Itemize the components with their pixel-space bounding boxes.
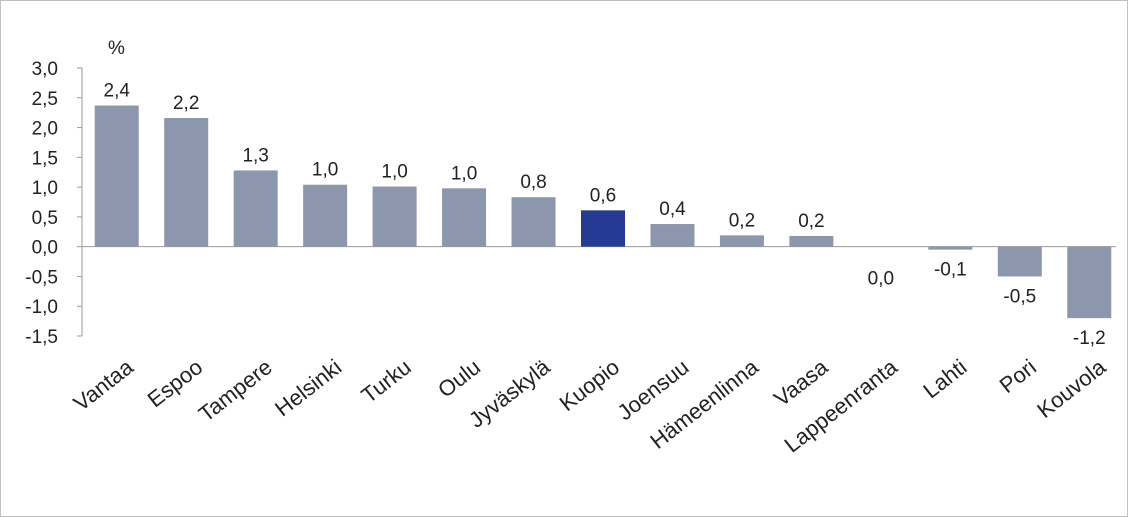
data-label: -1,2	[1073, 328, 1106, 349]
bar	[789, 235, 834, 247]
y-tick-label: -0,5	[25, 267, 58, 288]
data-label: 2,2	[173, 93, 199, 114]
bar	[94, 105, 139, 247]
data-label: 0,2	[798, 211, 824, 232]
category-label: Vantaa	[69, 354, 139, 416]
bar	[928, 246, 973, 250]
category-label: Pori	[995, 354, 1041, 398]
y-unit-label: %	[108, 38, 125, 59]
bar	[581, 210, 625, 247]
category-label: Lahti	[918, 354, 971, 403]
data-label: 2,4	[104, 81, 131, 102]
data-label: 0,0	[868, 269, 894, 290]
y-tick-label: -1,0	[25, 297, 58, 318]
data-label: 1,0	[312, 160, 338, 181]
bar	[164, 118, 209, 247]
bar	[719, 235, 764, 247]
data-label: 1,3	[242, 145, 268, 166]
category-label: Kouvola	[1032, 354, 1111, 423]
bars	[94, 105, 1112, 319]
y-tick-label: 0,0	[32, 238, 58, 259]
y-tick-label: 2,0	[32, 119, 58, 140]
bar	[233, 170, 278, 247]
data-label: 0,6	[590, 185, 616, 206]
category-label: Helsinki	[270, 354, 346, 421]
y-tick-label: 3,0	[32, 59, 58, 80]
y-tick-label: 0,5	[32, 208, 58, 229]
data-label: -0,1	[934, 260, 967, 281]
data-label: -0,5	[1003, 286, 1036, 307]
bar	[511, 197, 556, 247]
bar	[372, 186, 417, 247]
category-label: Oulu	[433, 354, 485, 402]
data-label: 0,2	[729, 210, 755, 231]
data-labels: 2,4 2,2 1,3 1,0 1,0 1,0 0,8 0,6 0,4 0,2 0,2 0,0 -0,1…	[104, 81, 1106, 350]
y-tick-label: 2,5	[32, 89, 58, 110]
y-tick-label: 1,5	[32, 148, 58, 169]
bar	[442, 188, 487, 247]
y-tick-label: 1,0	[32, 178, 58, 199]
category-label: Turku	[357, 354, 416, 408]
data-label: 0,4	[659, 199, 686, 220]
data-label: 1,0	[381, 162, 407, 183]
bar	[1067, 246, 1112, 319]
bar	[303, 184, 348, 247]
bar	[997, 246, 1042, 277]
category-label: Tampere	[194, 354, 277, 426]
data-label: 0,8	[520, 172, 546, 193]
bar	[650, 224, 695, 247]
data-label: 1,0	[451, 163, 477, 184]
y-tick-label: -1,5	[25, 327, 58, 348]
